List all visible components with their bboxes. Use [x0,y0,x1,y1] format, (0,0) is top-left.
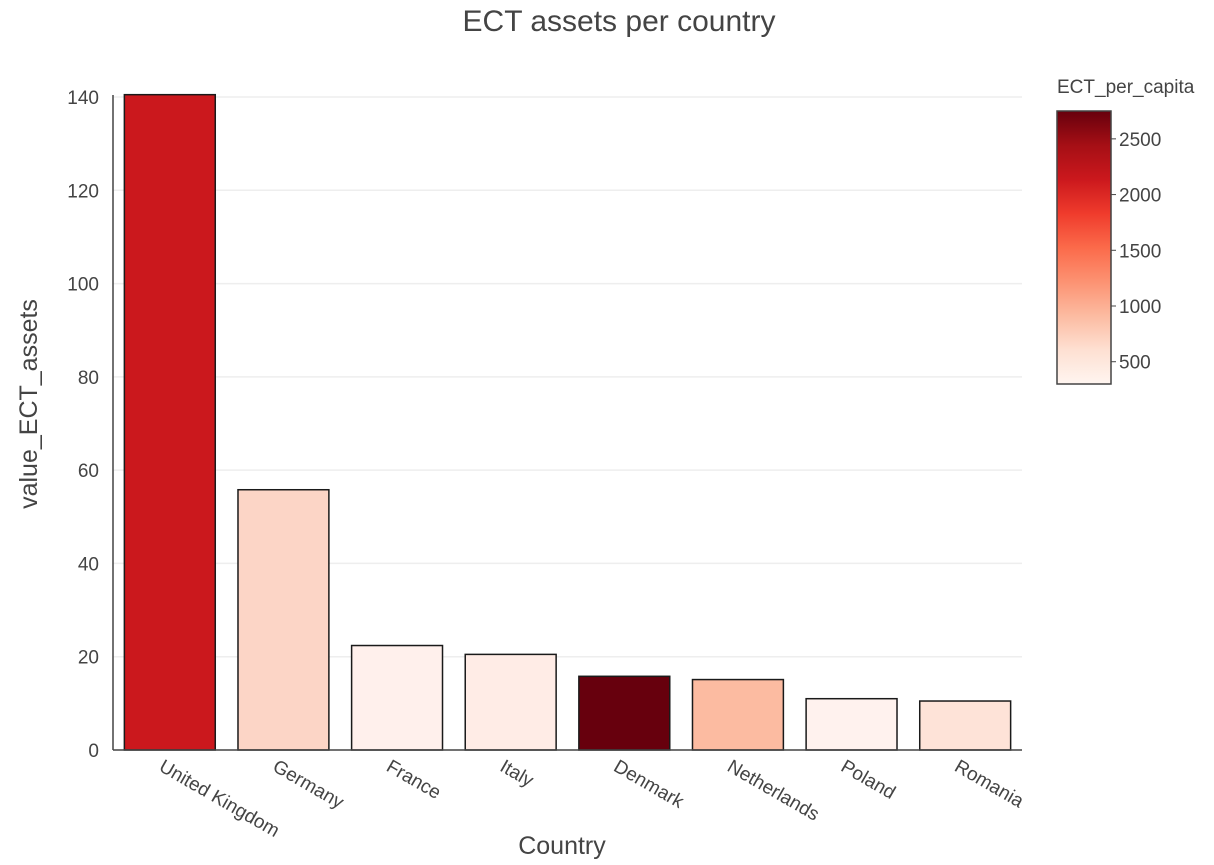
bar-italy[interactable] [464,653,557,751]
y-tick-label: 140 [67,88,99,109]
y-tick-label: 0 [88,741,99,762]
x-tick-label: France [383,756,445,804]
x-tick-label: Italy [496,756,537,792]
chart-title: ECT assets per country [463,5,776,38]
colorbar-tick-label: 500 [1119,353,1151,374]
colorbar-tick-label: 1000 [1119,297,1161,318]
x-tick-label: Denmark [610,756,688,813]
x-tick-label: Poland [837,756,899,804]
y-tick-label: 40 [78,554,99,575]
colorbar-tick-label: 2000 [1119,186,1161,207]
colorbar-title: ECT_per_capita [1057,77,1195,98]
x-tick-label: Netherlands [723,756,822,825]
x-tick-label: Germany [269,756,348,814]
bar-romania[interactable] [918,700,1012,751]
colorbar: ECT_per_capita 500 1000 1500 2000 2500 [1056,77,1195,385]
x-axis-title: Country [518,832,606,860]
x-tick-label: United Kingdom [155,756,283,842]
bar-netherlands[interactable] [691,678,785,751]
bar-france[interactable] [350,644,444,751]
colorbar-tick-label: 2500 [1119,130,1161,151]
y-tick-label: 60 [78,461,99,482]
bar-poland[interactable] [805,697,898,751]
y-axis-title: value_ECT_assets [15,299,43,509]
bar-denmark[interactable] [578,675,671,751]
y-tick-label: 20 [78,648,99,669]
x-tick-label: Romania [951,756,1028,812]
colorbar-tick-label: 1500 [1119,241,1161,262]
bar-united-kingdom[interactable] [123,93,217,751]
y-tick-label: 80 [78,368,99,389]
bar-germany[interactable] [237,488,330,751]
y-tick-label: 120 [67,181,99,202]
y-tick-label: 100 [67,275,99,296]
colorbar-gradient [1056,110,1112,385]
bars [123,93,1012,751]
